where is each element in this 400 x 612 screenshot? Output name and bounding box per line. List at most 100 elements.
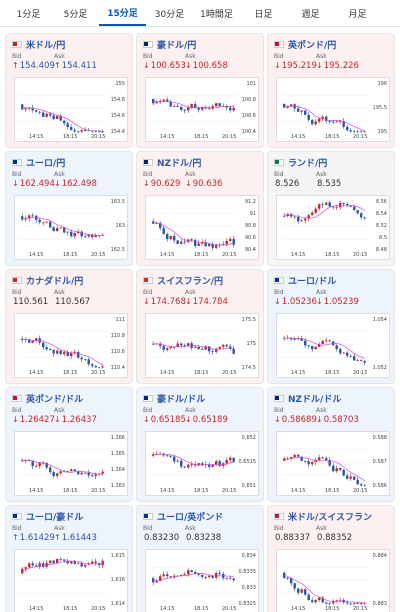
- tab-timeframe[interactable]: 日足: [254, 9, 273, 20]
- candle-body: [52, 227, 55, 232]
- tab-timeframe[interactable]: 1分足: [16, 9, 41, 20]
- pair-link[interactable]: NZドル/円: [157, 158, 202, 169]
- x-axis-label: 20:15: [91, 488, 106, 494]
- candle-body: [24, 218, 27, 220]
- tab-timeframe[interactable]: 月足: [348, 9, 367, 20]
- currency-card[interactable]: 豪ドル/円 Bid Ask ↓100.653 ↓100.658 101 100.8…: [136, 33, 264, 148]
- pair-link[interactable]: ユーロ/英ポンド: [157, 512, 224, 523]
- currency-card[interactable]: ユーロ/円 Bid Ask ↓162.494 ↓162.498 163.5 163…: [5, 151, 133, 266]
- flag-icon: [274, 158, 284, 166]
- pair-link[interactable]: 豪ドル/円: [157, 40, 197, 51]
- moving-average-line: [153, 100, 234, 109]
- candle-body: [353, 603, 356, 605]
- pair-link[interactable]: 豪ドル/ドル: [157, 394, 206, 405]
- currency-card[interactable]: 英ポンド/ドル Bid Ask ↓1.26427 ↓1.26437 1.266 1…: [5, 387, 133, 502]
- x-axis-label: 14:15: [291, 488, 306, 494]
- up-arrow-icon: ↑: [12, 533, 19, 542]
- candlestick-chart[interactable]: 0.834 0.8335 0.833 0.8325 14:15 18:15 20:15: [145, 549, 259, 612]
- candlestick-chart[interactable]: 163.5 163 162.5 14:15 18:15 20:15: [14, 195, 128, 260]
- currency-card[interactable]: ユーロ/豪ドル Bid Ask ↑1.61429 ↑1.61443 1.615 1…: [5, 505, 133, 612]
- moving-average-line: [22, 217, 103, 237]
- candle-body: [335, 600, 338, 602]
- candlestick-chart[interactable]: 111 110.8 110.6 110.4 14:15 18:15 20:15: [14, 313, 128, 378]
- candlestick-chart[interactable]: 8.56 8.54 8.52 8.5 8.48 14:15 18:15 20:15: [276, 195, 390, 260]
- bid-value: 8.526: [275, 179, 300, 189]
- candle-body: [190, 104, 193, 108]
- candle-body: [300, 589, 303, 593]
- currency-card[interactable]: 英ポンド/円 Bid Ask ↓195.219 ↓195.226 196 195.…: [267, 33, 395, 148]
- candlestick-chart[interactable]: 0.884 0.883 14:15 18:15 20:15: [276, 549, 390, 612]
- candle-body: [321, 457, 324, 459]
- bid-value: 0.88337: [275, 533, 311, 543]
- y-axis-label: 162.5: [110, 247, 125, 253]
- candle-body: [225, 460, 228, 464]
- candle-body: [335, 345, 338, 350]
- candle-body: [21, 338, 24, 340]
- candle-body: [176, 105, 179, 107]
- candlestick-chart[interactable]: 175.5 175 174.5 14:15 18:15 20:15: [145, 313, 259, 378]
- candle-body: [66, 560, 69, 564]
- candlestick-chart[interactable]: 101 100.8 100.6 100.4 14:15 18:15 20:15: [145, 77, 259, 142]
- pair-link[interactable]: 英ポンド/円: [288, 40, 337, 51]
- up-arrow-icon: ↑: [12, 61, 19, 70]
- pair-link[interactable]: 米ドル/円: [26, 40, 66, 51]
- candle-body: [353, 206, 356, 211]
- candlestick-chart[interactable]: 196 195.5 195 14:15 18:15 20:15: [276, 77, 390, 142]
- tab-timeframe[interactable]: 30分足: [154, 9, 185, 20]
- candle-body: [87, 472, 90, 476]
- y-axis-label: 1.264: [110, 467, 125, 473]
- candlestick-chart[interactable]: 1.615 1.616 1.614 14:15 18:15 20:15: [14, 549, 128, 612]
- x-axis-label: 18:15: [325, 134, 340, 140]
- tab-timeframe[interactable]: 15分足: [99, 0, 146, 26]
- currency-card[interactable]: 豪ドル/ドル Bid Ask ↓0.65185 ↓0.65189 0.652 0.…: [136, 387, 264, 502]
- pair-link[interactable]: ユーロ/豪ドル: [26, 512, 84, 523]
- tab-timeframe[interactable]: 1時間足: [200, 9, 233, 20]
- tab-timeframe[interactable]: 週足: [301, 9, 320, 20]
- candle-body: [218, 461, 221, 467]
- pair-link[interactable]: NZドル/ドル: [288, 394, 342, 405]
- card-header: ユーロ/英ポンド: [143, 510, 224, 523]
- down-arrow-icon: ↓: [274, 61, 281, 70]
- currency-card[interactable]: NZドル/円 Bid Ask ↓90.629 ↓90.636 91.2 91 90.…: [136, 151, 264, 266]
- pair-link[interactable]: 英ポンド/ドル: [26, 394, 84, 405]
- pair-link[interactable]: ランド/円: [288, 158, 328, 169]
- currency-card[interactable]: 米ドル/円 Bid Ask ↑154.409 ↑154.411 155 154.8…: [5, 33, 133, 148]
- currency-card[interactable]: ランド/円 Bid Ask 8.526 8.535 8.56 8.54 8.52 8.…: [267, 151, 395, 266]
- candlestick-chart[interactable]: 1.266 1.265 1.264 1.263 14:15 18:15 20:15: [14, 431, 128, 496]
- candle-body: [49, 349, 52, 351]
- bid-value: ↓1.05236: [274, 297, 317, 307]
- candlestick-chart[interactable]: 1.054 1.052 14:15 18:15 20:15: [276, 313, 390, 378]
- candle-body: [318, 344, 321, 347]
- candle-body: [325, 457, 328, 461]
- pair-link[interactable]: スイスフラン/円: [157, 276, 224, 287]
- candle-body: [173, 575, 176, 577]
- candle-body: [300, 110, 303, 112]
- candle-body: [169, 346, 172, 349]
- y-axis-label: 0.883: [372, 601, 387, 607]
- currency-card[interactable]: NZドル/ドル Bid Ask ↓0.58689 ↓0.58703 0.588 0…: [267, 387, 395, 502]
- candlestick-chart[interactable]: 155 154.8 154.6 154.4 14:15 18:15 20:15: [14, 77, 128, 142]
- card-header: 英ポンド/円: [274, 38, 337, 51]
- moving-average-line: [22, 106, 103, 132]
- candlestick-chart[interactable]: 0.588 0.587 0.586 14:15 18:15 20:15: [276, 431, 390, 496]
- pair-link[interactable]: 米ドル/スイスフラン: [288, 512, 373, 523]
- currency-card[interactable]: カナダドル/円 Bid Ask 110.561 110.567 111 110.8…: [5, 269, 133, 384]
- candle-body: [56, 350, 59, 354]
- currency-card[interactable]: スイスフラン/円 Bid Ask ↓174.768 ↓174.784 175.5…: [136, 269, 264, 384]
- y-axis-label: 91: [249, 211, 256, 217]
- currency-card[interactable]: ユーロ/英ポンド Bid Ask 0.83230 0.83238 0.834 0.…: [136, 505, 264, 612]
- pair-link[interactable]: カナダドル/円: [26, 276, 84, 287]
- bid-value: ↓162.494: [12, 179, 55, 189]
- candle-body: [201, 575, 204, 578]
- candlestick-chart[interactable]: 0.652 0.6515 0.651 14:15 18:15 20:15: [145, 431, 259, 496]
- candle-body: [166, 234, 169, 240]
- tab-timeframe[interactable]: 5分足: [63, 9, 88, 20]
- candlestick-chart[interactable]: 91.2 91 90.8 90.6 90.4 14:15 18:15 20:15: [145, 195, 259, 260]
- flag-icon: [274, 394, 284, 402]
- pair-link[interactable]: ユーロ/円: [26, 158, 66, 169]
- pair-link[interactable]: ユーロ/ドル: [288, 276, 337, 287]
- y-axis-label: 110.4: [110, 365, 125, 371]
- currency-card[interactable]: ユーロ/ドル Bid Ask ↓1.05236 ↓1.05239 1.054 1.…: [267, 269, 395, 384]
- currency-card[interactable]: 米ドル/スイスフラン Bid Ask 0.88337 0.88352 0.884…: [267, 505, 395, 612]
- candle-body: [283, 338, 286, 339]
